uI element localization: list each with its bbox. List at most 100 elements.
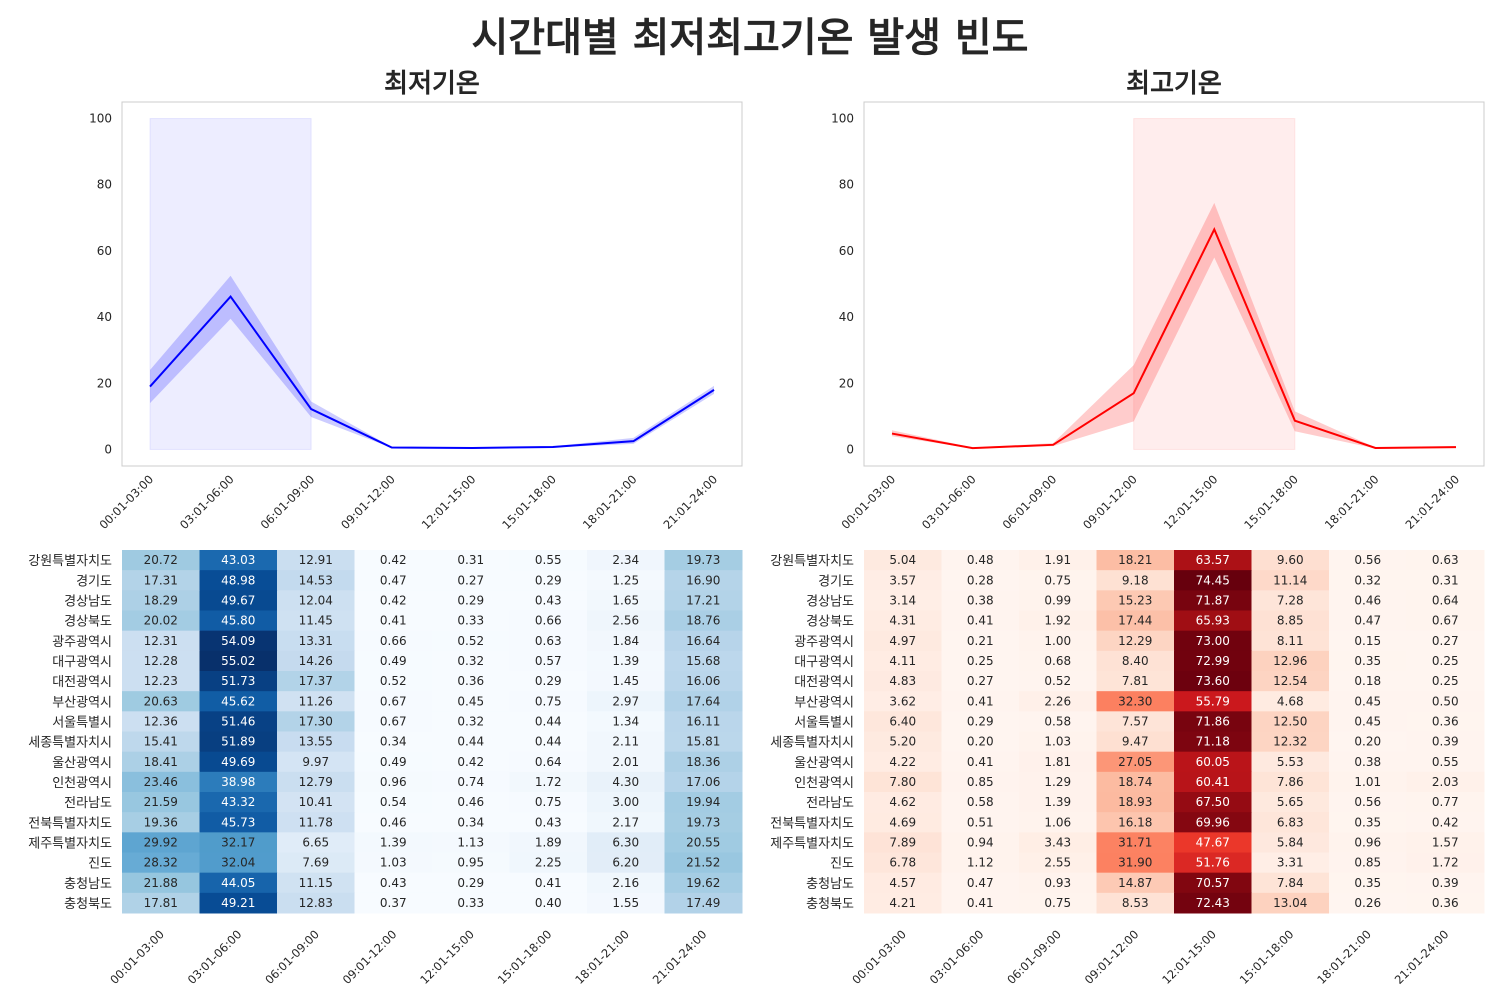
heatmap-col-label: 00:01-03:00 [107,927,167,987]
heatmap-cell-label: 0.29 [535,674,562,688]
heatmap-col-label: 15:01-18:00 [1237,927,1297,987]
heatmap-cell-label: 14.26 [299,654,333,668]
heatmap-cell-label: 0.75 [535,795,562,809]
heatmap-cell-label: 18.93 [1118,795,1152,809]
heatmap-cell-label: 0.32 [457,654,484,668]
heatmap-cell-label: 0.41 [380,614,407,628]
heatmap-cell-label: 12.50 [1273,714,1307,728]
heatmap-row-label: 울산광역시 [52,756,112,771]
heatmap-cell-label: 0.20 [1354,735,1381,749]
heatmap-cell-label: 71.18 [1196,735,1230,749]
heatmap-cell-label: 15.41 [144,735,178,749]
heatmap-cell-label: 7.84 [1277,876,1304,890]
heatmap-cell-label: 3.62 [889,694,916,708]
heatmap-cell-label: 16.64 [686,634,720,648]
heatmap-cell-label: 12.32 [1273,735,1307,749]
heatmap-cell-label: 1.84 [612,634,639,648]
heatmap-cell-label: 0.26 [1354,896,1381,910]
heatmap-cell-label: 12.04 [299,593,333,607]
heatmap-cell-label: 0.75 [535,694,562,708]
highlight-span [1134,119,1295,450]
heatmap-cell-label: 5.65 [1277,795,1304,809]
heatmap-cell-label: 1.00 [1044,634,1071,648]
heatmap-cell-label: 27.05 [1118,755,1152,769]
heatmap-cell-label: 6.30 [612,835,639,849]
heatmap-cell-label: 0.38 [1354,755,1381,769]
heatmap-cell-label: 4.97 [889,634,916,648]
heatmap-cell-label: 11.15 [299,876,333,890]
heatmap-cell-label: 0.27 [1432,634,1459,648]
heatmap-cell-label: 63.57 [1196,553,1230,567]
x-tick-label: 09:01-12:00 [338,472,398,532]
heatmap-cell-label: 1.01 [1354,775,1381,789]
heatmap-cell-label: 3.00 [612,795,639,809]
heatmap-cell-label: 1.12 [967,856,994,870]
heatmap-cell-label: 0.36 [1432,714,1459,728]
heatmap-cell-label: 13.31 [299,634,333,648]
heatmap-cell-label: 2.25 [535,856,562,870]
chart-title: 최고기온 [1126,69,1222,99]
heatmap-cell-label: 44.05 [221,876,255,890]
heatmap-cell-label: 72.99 [1196,654,1230,668]
heatmap-row-label: 진도 [830,857,854,872]
heatmap-cell-label: 8.85 [1277,614,1304,628]
x-tick-label: 00:01-03:00 [96,472,156,532]
heatmap-cell-label: 0.51 [967,815,994,829]
heatmap-cell-label: 0.41 [967,896,994,910]
heatmap-cell-label: 18.36 [686,755,720,769]
heatmap-row-label: 충청남도 [806,877,854,892]
heatmap-cell-label: 0.35 [1354,876,1381,890]
heatmap-cell-label: 1.72 [535,775,562,789]
x-tick-label: 21:01-24:00 [660,472,720,532]
heatmap-cell-label: 49.67 [221,593,255,607]
heatmap-cell-label: 45.80 [221,614,255,628]
heatmap-cell-label: 1.34 [612,714,639,728]
heatmap-cell-label: 6.40 [889,714,916,728]
heatmap-cell-label: 0.94 [967,835,994,849]
y-tick-label: 80 [97,178,112,192]
chart-title: 최저기온 [384,69,480,99]
heatmap-row-label: 세종특별자치시 [770,736,854,751]
heatmap-row-label: 제주특별자치도 [770,836,854,851]
heatmap-cell-label: 1.06 [1044,815,1071,829]
heatmap-cell-label: 7.81 [1122,674,1149,688]
heatmap-row-label: 전라남도 [806,796,854,811]
heatmap-cell-label: 0.50 [1432,694,1459,708]
heatmap-cell-label: 0.95 [457,856,484,870]
line-chart-max-temp: 최고기온02040608010000:01-03:00 03:01-06:00 06… [831,69,1484,532]
y-tick-label: 40 [97,310,112,324]
heatmap-col-label: 06:01-09:00 [262,927,322,987]
heatmap-cell-label: 0.21 [967,634,994,648]
heatmap-row-label: 전북특별자치도 [28,816,112,831]
heatmap-cell-label: 12.31 [144,634,178,648]
heatmap-cell-label: 0.56 [1354,553,1381,567]
heatmap-cell-label: 0.43 [380,876,407,890]
heatmap-cell-label: 32.04 [221,856,255,870]
heatmap-cell-label: 0.47 [967,876,994,890]
heatmap-cell-label: 0.52 [1044,674,1071,688]
heatmap-cell-label: 12.83 [299,896,333,910]
heatmap-cell-label: 17.49 [686,896,720,910]
heatmap-cell-label: 0.52 [457,634,484,648]
heatmap-cell-label: 0.49 [380,654,407,668]
heatmap-cell-label: 20.02 [144,614,178,628]
y-tick-label: 100 [89,112,112,126]
heatmap-cell-label: 8.40 [1122,654,1149,668]
heatmap-cell-label: 0.74 [457,775,484,789]
heatmap-cell-label: 8.53 [1122,896,1149,910]
heatmap-cell-label: 1.39 [1044,795,1071,809]
y-tick-label: 40 [839,310,854,324]
heatmap-cell-label: 0.85 [967,775,994,789]
heatmap-cell-label: 0.20 [967,735,994,749]
heatmap-cell-label: 0.39 [1432,735,1459,749]
heatmap-cell-label: 48.98 [221,573,255,587]
heatmap-cell-label: 12.29 [1118,634,1152,648]
heatmap-cell-label: 0.25 [967,654,994,668]
heatmap-cell-label: 0.41 [967,614,994,628]
heatmap-cell-label: 0.75 [1044,573,1071,587]
heatmap-cell-label: 17.21 [686,593,720,607]
heatmap-cell-label: 17.30 [299,714,333,728]
heatmap-cell-label: 31.90 [1118,856,1152,870]
heatmap-cell-label: 19.62 [686,876,720,890]
heatmap-cell-label: 7.86 [1277,775,1304,789]
